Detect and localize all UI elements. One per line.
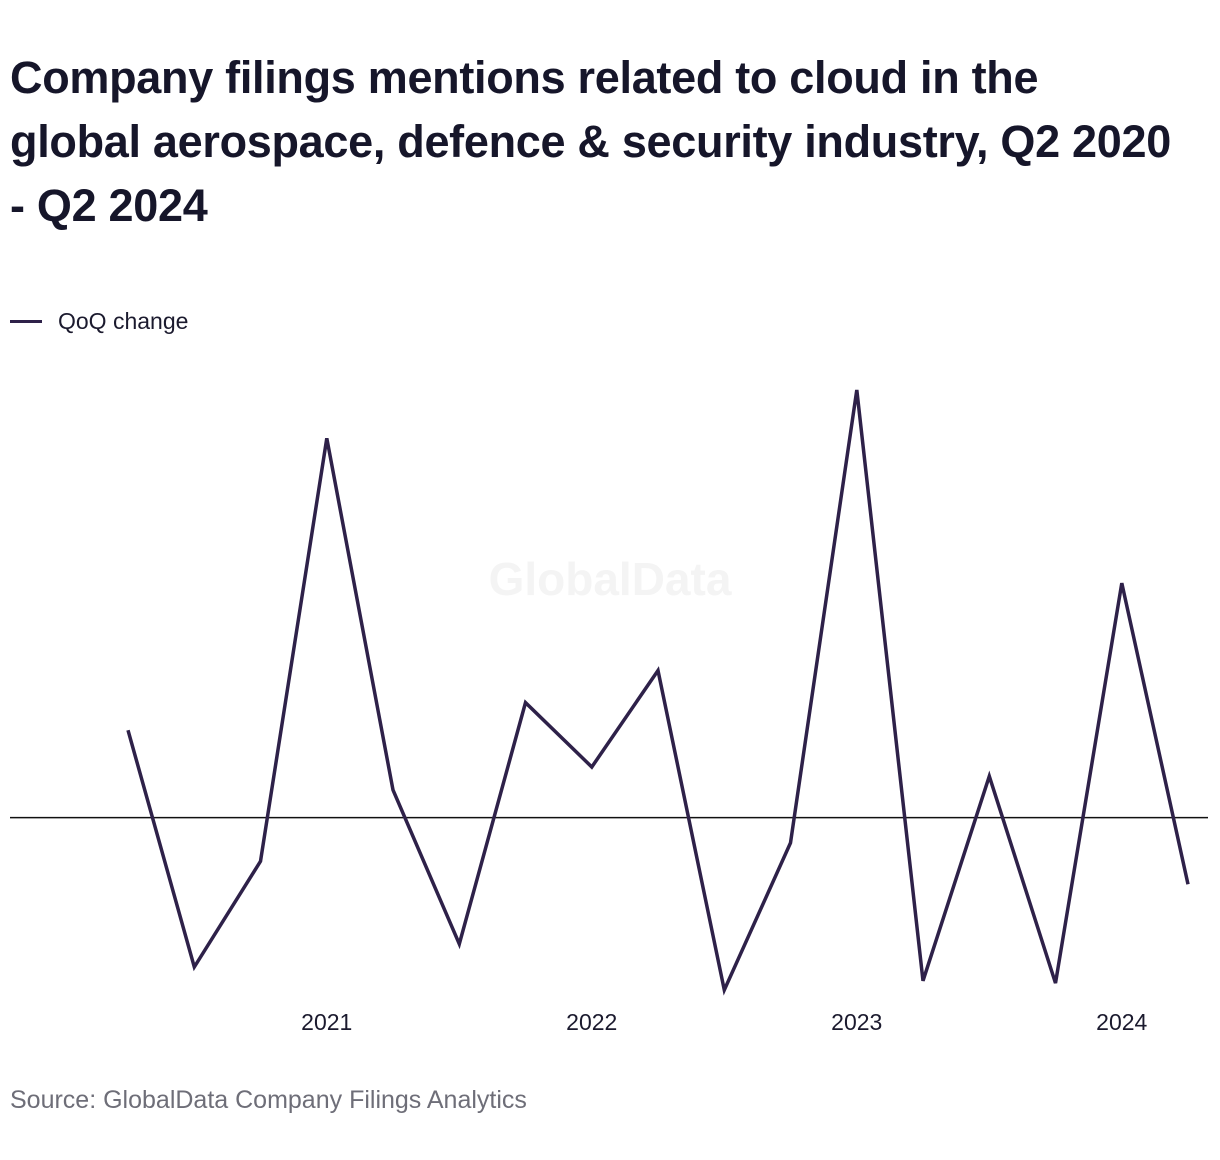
- series-line-0: [126, 389, 1190, 996]
- series-group: [126, 389, 1190, 996]
- watermark: GlobalData: [489, 553, 732, 605]
- legend-label: QoQ change: [58, 307, 189, 334]
- legend-line-swatch: [10, 319, 42, 323]
- source-note: Source: GlobalData Company Filings Analy…: [10, 1086, 527, 1114]
- x-axis-ticks: 2021 2022 2023 2024: [301, 1009, 1147, 1035]
- x-tick-label: 2023: [831, 1009, 882, 1035]
- x-tick-label: 2022: [566, 1009, 617, 1035]
- chart-title: Company filings mentions related to clou…: [10, 52, 1171, 231]
- x-tick-label: 2021: [301, 1009, 352, 1035]
- x-tick-label: 2024: [1096, 1009, 1147, 1035]
- legend: QoQ change: [10, 306, 188, 336]
